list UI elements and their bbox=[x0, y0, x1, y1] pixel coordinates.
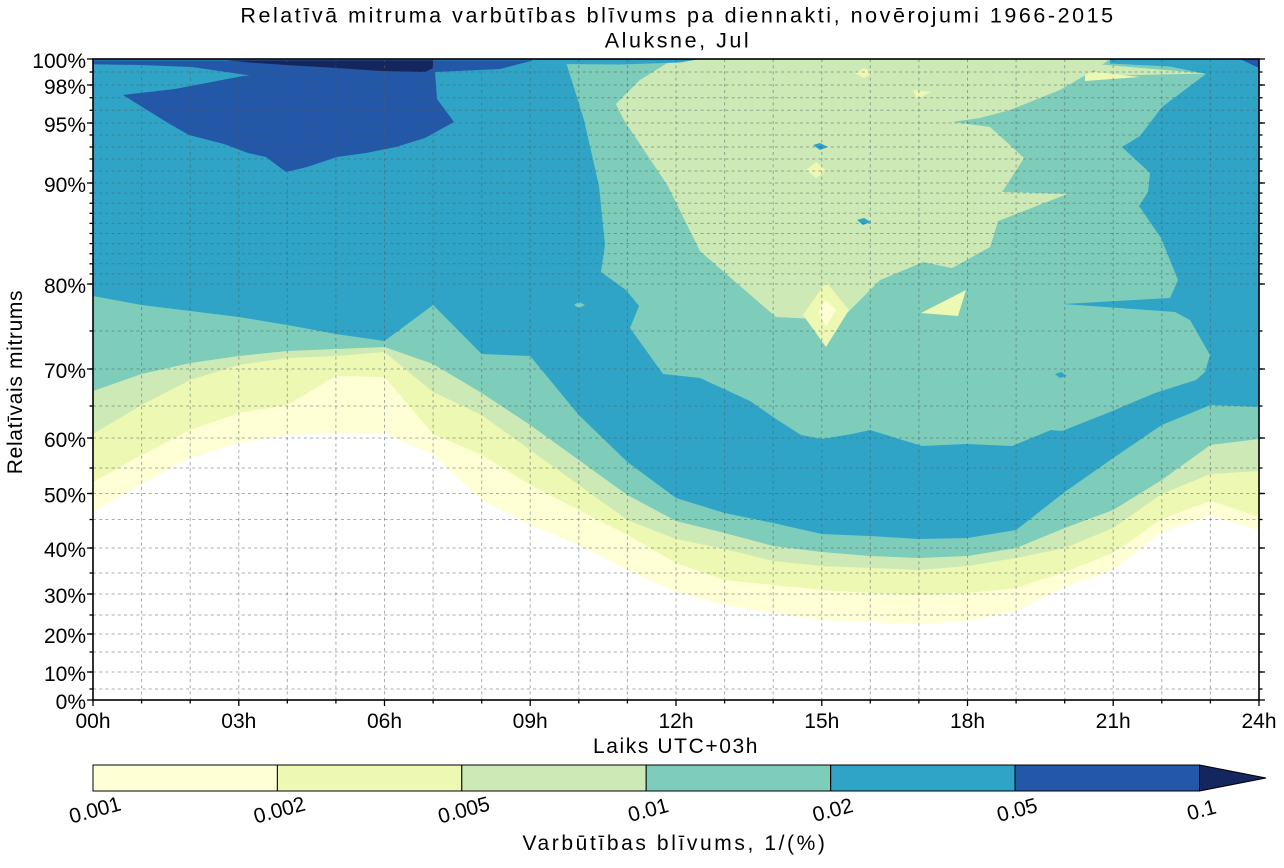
svg-text:70%: 70% bbox=[44, 360, 86, 383]
svg-text:40%: 40% bbox=[44, 539, 86, 562]
svg-text:20%: 20% bbox=[44, 625, 86, 648]
svg-text:10%: 10% bbox=[44, 663, 86, 686]
svg-text:18h: 18h bbox=[950, 710, 985, 733]
svg-text:80%: 80% bbox=[44, 275, 86, 298]
svg-text:95%: 95% bbox=[44, 114, 86, 137]
svg-text:30%: 30% bbox=[44, 585, 86, 608]
svg-text:50%: 50% bbox=[44, 485, 86, 508]
svg-text:Laiks UTC+03h: Laiks UTC+03h bbox=[593, 735, 759, 758]
svg-text:12h: 12h bbox=[658, 710, 693, 733]
svg-text:15h: 15h bbox=[804, 710, 839, 733]
svg-text:03h: 03h bbox=[221, 710, 256, 733]
svg-text:100%: 100% bbox=[32, 50, 86, 73]
svg-text:00h: 00h bbox=[75, 710, 110, 733]
svg-text:06h: 06h bbox=[367, 710, 402, 733]
svg-text:Relatīvais mitrums: Relatīvais mitrums bbox=[4, 290, 27, 474]
svg-text:98%: 98% bbox=[44, 76, 86, 99]
svg-text:Varbūtības blīvums, 1/(%): Varbūtības blīvums, 1/(%) bbox=[522, 832, 827, 855]
svg-text:90%: 90% bbox=[44, 174, 86, 197]
svg-text:Aluksne, Jul: Aluksne, Jul bbox=[605, 29, 752, 53]
svg-text:0%: 0% bbox=[56, 691, 86, 714]
svg-text:24h: 24h bbox=[1241, 710, 1276, 733]
svg-text:09h: 09h bbox=[513, 710, 548, 733]
svg-text:21h: 21h bbox=[1096, 710, 1131, 733]
svg-text:60%: 60% bbox=[44, 429, 86, 452]
svg-text:Relatīvā mitruma varbūtības bl: Relatīvā mitruma varbūtības blīvums pa d… bbox=[240, 4, 1115, 28]
